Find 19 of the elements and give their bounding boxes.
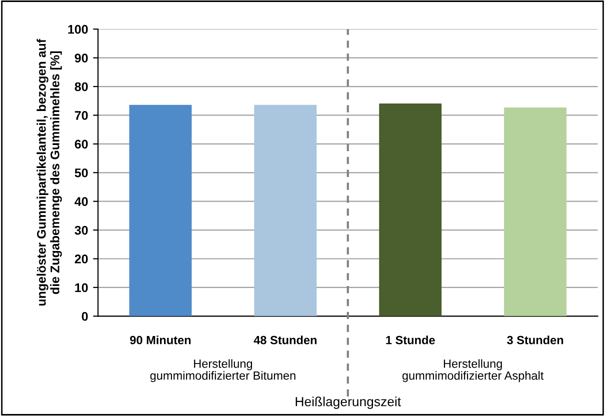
x-tick-label: 48 Stunden: [254, 336, 316, 344]
y-tick-label: 30: [74, 226, 88, 235]
y-tick-label: 90: [74, 54, 88, 62]
y-tick-label: 100: [68, 24, 88, 34]
x-tick-label: 3 Stunden: [507, 336, 564, 344]
y-axis-title: ungelöster Gummipartikelanteil, bezogen auf die Zugabemenge des Gummimehles [%]: [36, 38, 62, 306]
text: Herstellung gummimodifizierter Asphalt: [402, 359, 544, 382]
y-tick-label: 20: [74, 254, 88, 264]
text: Herstellung gummimodifizierter Bitumen: [150, 359, 296, 382]
y-tick-label: 50: [74, 168, 88, 178]
y-tick-label: 0: [82, 312, 88, 321]
y-tick-label: 40: [74, 197, 88, 206]
y-tick-label: 80: [74, 82, 88, 92]
y-tick-label: 60: [74, 140, 88, 149]
x-axis-title: Heißlagerungszeit: [296, 396, 401, 409]
x-tick-label: 90 Minuten: [130, 336, 191, 344]
x-tick-label: 1 Stunde: [386, 336, 435, 344]
y-tick-label: 70: [74, 111, 88, 120]
y-tick-label: 10: [75, 283, 88, 292]
